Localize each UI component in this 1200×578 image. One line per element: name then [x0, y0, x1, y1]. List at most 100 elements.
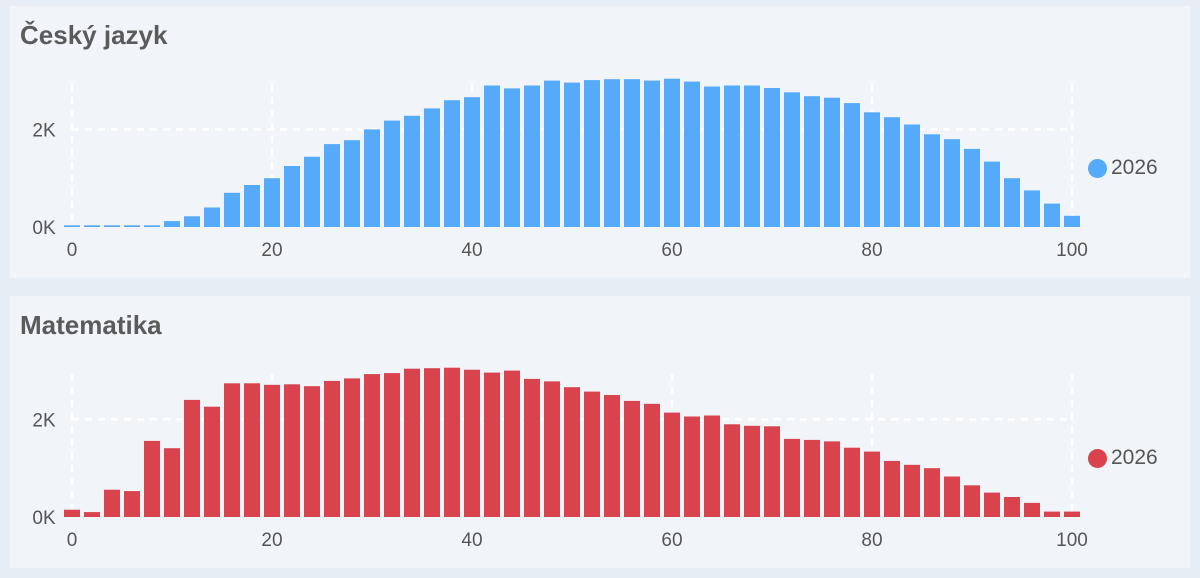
bar[interactable]: [144, 225, 160, 227]
bar[interactable]: [664, 412, 680, 517]
bar[interactable]: [484, 85, 500, 228]
bar[interactable]: [1024, 190, 1040, 227]
bar[interactable]: [824, 97, 840, 227]
bar[interactable]: [64, 509, 80, 517]
bar[interactable]: [524, 378, 540, 517]
bar[interactable]: [904, 464, 920, 517]
bar[interactable]: [804, 96, 820, 227]
bar[interactable]: [724, 85, 740, 228]
bar[interactable]: [504, 88, 520, 228]
bar[interactable]: [604, 395, 620, 517]
bar[interactable]: [364, 129, 380, 227]
bar[interactable]: [584, 391, 600, 517]
bar[interactable]: [264, 178, 280, 227]
bar[interactable]: [124, 225, 140, 227]
bar[interactable]: [104, 489, 120, 517]
bar[interactable]: [744, 425, 760, 517]
bar[interactable]: [404, 368, 420, 517]
bar[interactable]: [844, 447, 860, 517]
bar[interactable]: [524, 85, 540, 228]
bar[interactable]: [624, 79, 640, 227]
bar[interactable]: [184, 216, 200, 227]
bar[interactable]: [784, 92, 800, 227]
bar[interactable]: [564, 82, 580, 227]
bar[interactable]: [604, 79, 620, 227]
bar[interactable]: [204, 406, 220, 517]
legend[interactable]: 2026: [1088, 156, 1158, 180]
bar[interactable]: [1064, 511, 1080, 517]
bar[interactable]: [964, 148, 980, 227]
bar[interactable]: [884, 117, 900, 227]
bar[interactable]: [264, 384, 280, 517]
bar[interactable]: [584, 80, 600, 227]
bar[interactable]: [164, 448, 180, 517]
bar[interactable]: [964, 485, 980, 517]
bar[interactable]: [224, 192, 240, 227]
bar[interactable]: [304, 386, 320, 517]
bar[interactable]: [444, 100, 460, 227]
bar[interactable]: [484, 372, 500, 517]
bar[interactable]: [1024, 502, 1040, 517]
bar[interactable]: [204, 207, 220, 228]
bar[interactable]: [384, 373, 400, 517]
bar[interactable]: [364, 374, 380, 517]
bar[interactable]: [624, 400, 640, 517]
bar[interactable]: [644, 80, 660, 227]
bar[interactable]: [824, 441, 840, 517]
bar[interactable]: [884, 460, 900, 517]
bar[interactable]: [1004, 497, 1020, 517]
bar[interactable]: [764, 88, 780, 227]
bar[interactable]: [904, 124, 920, 228]
bar[interactable]: [84, 512, 100, 517]
bar[interactable]: [1044, 511, 1060, 517]
bar[interactable]: [84, 225, 100, 227]
bar[interactable]: [1064, 215, 1080, 227]
bar[interactable]: [464, 97, 480, 227]
bar[interactable]: [804, 439, 820, 517]
bar[interactable]: [744, 85, 760, 228]
bar[interactable]: [384, 120, 400, 227]
bar[interactable]: [544, 381, 560, 517]
bar[interactable]: [424, 368, 440, 517]
bar[interactable]: [224, 383, 240, 517]
bar[interactable]: [644, 403, 660, 517]
bar[interactable]: [184, 399, 200, 517]
bar[interactable]: [684, 416, 700, 518]
bar[interactable]: [344, 140, 360, 227]
bar[interactable]: [124, 491, 140, 517]
bar[interactable]: [1004, 178, 1020, 227]
bar[interactable]: [704, 415, 720, 518]
bar[interactable]: [164, 221, 180, 227]
bar[interactable]: [924, 134, 940, 227]
bar[interactable]: [64, 225, 80, 227]
bar[interactable]: [284, 384, 300, 517]
bar[interactable]: [764, 426, 780, 517]
bar[interactable]: [244, 185, 260, 227]
bar[interactable]: [324, 380, 340, 517]
bar[interactable]: [784, 438, 800, 517]
bar[interactable]: [244, 383, 260, 517]
legend[interactable]: 2026: [1088, 446, 1158, 470]
bar[interactable]: [844, 103, 860, 227]
bar[interactable]: [664, 78, 680, 227]
bar[interactable]: [944, 139, 960, 227]
bar[interactable]: [504, 370, 520, 517]
bar[interactable]: [404, 115, 420, 227]
bar[interactable]: [944, 476, 960, 518]
bar[interactable]: [704, 86, 720, 228]
bar[interactable]: [984, 161, 1000, 227]
bar[interactable]: [304, 156, 320, 227]
bar[interactable]: [864, 451, 880, 517]
bar[interactable]: [284, 166, 300, 227]
bar[interactable]: [924, 468, 940, 517]
bar[interactable]: [344, 378, 360, 517]
bar[interactable]: [464, 369, 480, 517]
bar[interactable]: [724, 424, 740, 517]
bar[interactable]: [684, 81, 700, 227]
bar[interactable]: [104, 225, 120, 227]
bar[interactable]: [564, 387, 580, 517]
bar[interactable]: [444, 367, 460, 517]
bar[interactable]: [984, 492, 1000, 517]
bar[interactable]: [324, 144, 340, 227]
bar[interactable]: [544, 80, 560, 227]
